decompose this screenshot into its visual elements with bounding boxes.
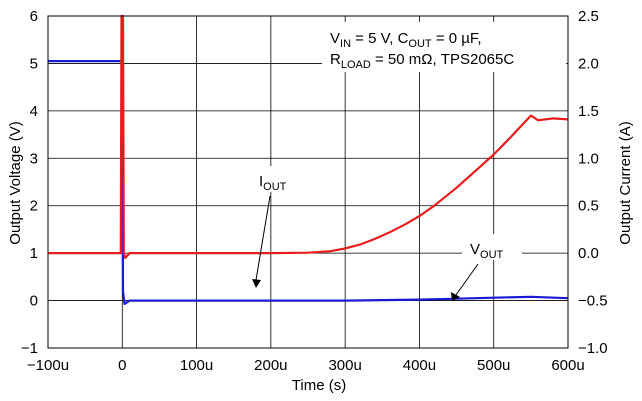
y-tick-label-right: 0.5 [578, 198, 599, 215]
y-tick-label-left: 3 [30, 150, 38, 167]
vout-label-box [462, 234, 522, 260]
y-tick-label-right: 1.5 [578, 103, 599, 120]
conditions-line2: RLOAD = 50 mΩ, TPS2065C [330, 51, 514, 71]
x-tick-label: 400u [403, 357, 436, 374]
x-tick-label: 100u [180, 357, 213, 374]
x-axis-label: Time (s) [292, 377, 346, 394]
x-tick-label: 300u [328, 357, 361, 374]
y-tick-label-right: −1.0 [578, 340, 608, 357]
annotation-layer: VIN = 5 V, COUT = 0 µF, RLOAD = 50 mΩ, T… [248, 22, 566, 301]
x-tick-label: 600u [551, 357, 584, 374]
x-tick-label: 500u [477, 357, 510, 374]
tick-layer: −100u 0 100u 200u 300u 400u 500u 600u −1 0 1 2 3 4 5 6 −… [21, 8, 608, 374]
y-tick-label-left: −1 [21, 340, 38, 357]
plot-frame [47, 15, 569, 349]
y-axis-label-left: Output Voltage (V) [7, 121, 24, 244]
y-tick-label-right: 0.0 [578, 245, 599, 262]
vout-arrow-line [455, 263, 479, 296]
iout-label: IOUT [259, 173, 287, 193]
vout-label: VOUT [470, 241, 504, 261]
y-axis-label-right: Output Current (A) [617, 121, 634, 244]
y-tick-label-right: 2.5 [578, 8, 599, 25]
iout-label-box [248, 166, 302, 192]
y-tick-label-left: 2 [30, 198, 38, 215]
y-tick-label-right: 1.0 [578, 150, 599, 167]
y-tick-label-left: 5 [30, 55, 38, 72]
iout-arrow-head [252, 279, 261, 288]
y-tick-label-left: 4 [30, 103, 38, 120]
conditions-line1: VIN = 5 V, COUT = 0 µF, [330, 30, 482, 50]
y-tick-label-right: −0.5 [578, 293, 608, 310]
y-tick-label-right: 2.0 [578, 55, 599, 72]
vout-arrow-head [451, 292, 460, 301]
y-tick-label-left: 1 [30, 245, 38, 262]
series-line-vout [48, 59, 569, 305]
x-tick-label: −100u [27, 357, 69, 374]
y-tick-label-left: 6 [30, 8, 38, 25]
iout-arrow-line [255, 195, 271, 281]
x-tick-label: 0 [118, 357, 126, 374]
x-tick-label: 200u [254, 357, 287, 374]
conditions-box [322, 22, 566, 72]
y-tick-label-left: 0 [30, 293, 38, 310]
